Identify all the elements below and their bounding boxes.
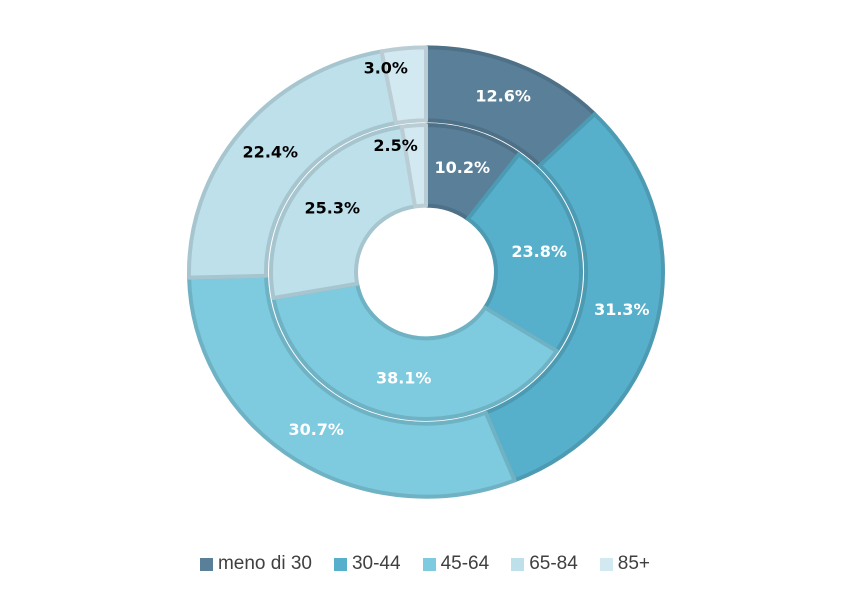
legend-swatch (333, 557, 347, 571)
outer-data-label: 31.3% (594, 300, 650, 319)
legend: meno di 30 30-44 45-64 65-84 85+ (0, 553, 850, 575)
inner-data-label: 23.8% (511, 242, 567, 261)
legend-label: 65-84 (529, 553, 578, 574)
legend-item: 45-64 (422, 553, 490, 575)
legend-item: 30-44 (333, 553, 401, 575)
legend-label: 45-64 (440, 553, 490, 574)
legend-label: 30-44 (351, 553, 401, 574)
outer-data-label: 30.7% (288, 420, 344, 439)
legend-swatch (599, 557, 613, 571)
outer-data-label: 3.0% (364, 59, 408, 78)
outer-slice-30-44 (483, 112, 665, 483)
legend-swatch (511, 557, 525, 571)
inner-data-label: 38.1% (376, 368, 432, 387)
outer-data-label: 22.4% (243, 142, 299, 161)
inner-slice-85+ (399, 123, 428, 209)
outer-data-label: 12.6% (475, 87, 531, 106)
inner-slice-65-84 (269, 124, 418, 300)
outer-slice-85+ (379, 45, 428, 126)
legend-swatch (199, 557, 213, 571)
legend-item: meno di 30 (199, 553, 312, 575)
double-donut-chart: 12.6% 31.3% 30.7% 22.4% 3.0% 10.2% 23.8% 38.1% 2… (187, 45, 665, 499)
legend-item: 85+ (599, 553, 651, 575)
legend-item: 65-84 (511, 553, 578, 575)
inner-data-label: 10.2% (435, 158, 491, 177)
outer-slice-65-84 (187, 49, 399, 280)
inner-slice-45-64 (271, 281, 559, 421)
legend-label: 85+ (617, 553, 651, 574)
legend-label: meno di 30 (217, 553, 312, 574)
inner-slice-30-44 (465, 152, 583, 353)
inner-data-label: 2.5% (373, 136, 417, 155)
inner-data-label: 25.3% (305, 198, 361, 217)
outer-slice-45-64 (187, 273, 517, 499)
legend-swatch (422, 557, 436, 571)
